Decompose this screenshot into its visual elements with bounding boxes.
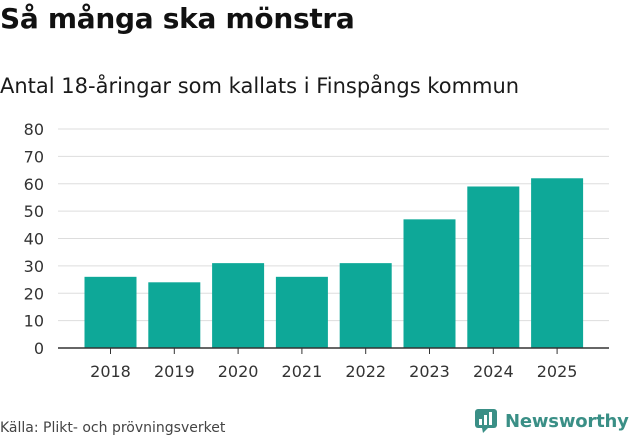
bar xyxy=(275,276,328,348)
x-axis-ticks: 2018 2019 2020 2021 2022 2023 2024 2025 xyxy=(90,348,577,381)
bar xyxy=(403,219,456,348)
bar xyxy=(148,282,201,348)
y-tick-label: 60 xyxy=(24,175,44,194)
newsworthy-icon xyxy=(475,409,497,433)
source-note: Källa: Plikt- och prövningsverket xyxy=(0,420,226,436)
y-tick-label: 70 xyxy=(24,147,44,166)
chart-title: Så många ska mönstra xyxy=(0,2,355,35)
y-tick-label: 80 xyxy=(24,120,44,139)
y-tick-label: 0 xyxy=(34,339,44,358)
y-tick-label: 30 xyxy=(24,257,44,276)
y-axis-ticks: 0 10 20 30 40 50 60 70 80 xyxy=(24,120,44,358)
bar xyxy=(84,276,137,348)
x-tick-label: 2018 xyxy=(90,362,131,381)
y-tick-label: 10 xyxy=(24,312,44,331)
brand-name: Newsworthy xyxy=(505,410,629,432)
bar xyxy=(212,263,265,348)
bar xyxy=(339,263,392,348)
x-tick-label: 2021 xyxy=(282,362,323,381)
x-tick-label: 2022 xyxy=(345,362,386,381)
x-tick-label: 2019 xyxy=(154,362,195,381)
x-tick-label: 2024 xyxy=(473,362,514,381)
x-tick-label: 2020 xyxy=(218,362,259,381)
bars xyxy=(84,178,584,348)
gridlines xyxy=(58,128,609,322)
chart-subtitle: Antal 18-åringar som kallats i Finspångs… xyxy=(0,74,520,98)
x-tick-label: 2025 xyxy=(537,362,578,381)
newsworthy-logo: Newsworthy xyxy=(474,408,629,434)
bar xyxy=(531,178,584,348)
y-tick-label: 40 xyxy=(24,230,44,249)
x-tick-label: 2023 xyxy=(409,362,450,381)
bar xyxy=(467,186,520,348)
y-tick-label: 50 xyxy=(24,202,44,221)
y-tick-label: 20 xyxy=(24,284,44,303)
